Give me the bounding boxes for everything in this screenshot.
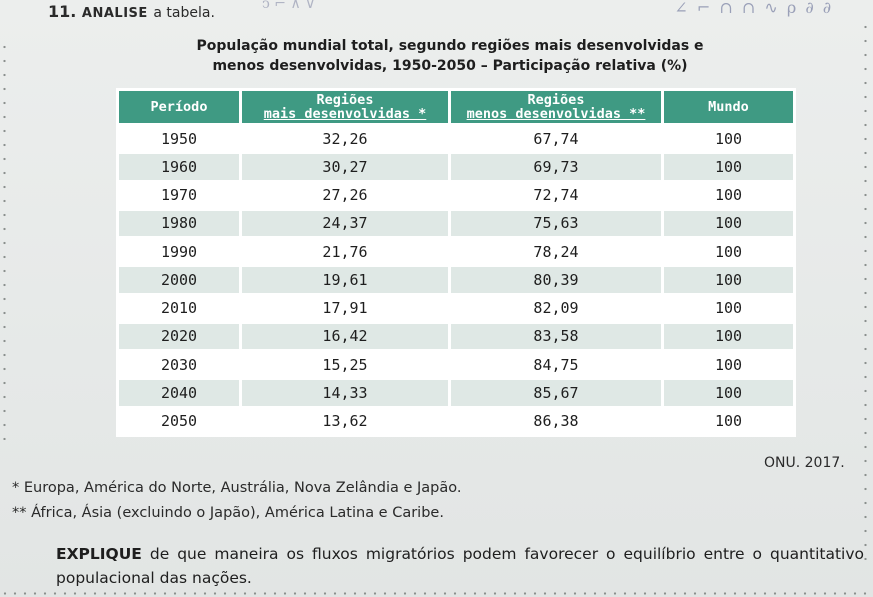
cell-developed: 32,26 — [242, 126, 448, 152]
table-body: 1950 32,26 67,74 100 1960 30,27 69,73 100 1970 27… — [119, 126, 793, 434]
header-developed-bottom: mais desenvolvidas * — [263, 106, 427, 122]
footnote-less-developed: ** África, Ásia (excluindo o Japão), Amé… — [12, 505, 444, 521]
cell-developed: 15,25 — [242, 352, 448, 378]
header-less-developed-bottom: menos desenvolvidas ** — [466, 106, 646, 122]
cell-world: 100 — [664, 408, 793, 434]
question-number: 11. — [48, 2, 77, 21]
cell-less-developed: 86,38 — [451, 408, 661, 434]
population-table: Período Regiões mais desenvolvidas * Reg… — [116, 88, 796, 437]
header-developed-top: Regiões — [316, 92, 374, 108]
header-less-developed: Regiões menos desenvolvidas ** — [451, 91, 661, 123]
cell-period: 2000 — [119, 267, 239, 293]
cell-world: 100 — [664, 267, 793, 293]
table-title: População mundial total, segundo regiões… — [120, 36, 780, 76]
cell-period: 1980 — [119, 210, 239, 237]
prompt-text: de que maneira os fluxos migratórios pod… — [56, 545, 864, 587]
pen-scribble: ↄ ⌐ ∧ ∨ — [262, 0, 316, 12]
cell-less-developed: 82,09 — [451, 295, 661, 321]
cell-world: 100 — [664, 239, 793, 265]
dotted-border-right — [864, 20, 867, 560]
cell-developed: 13,62 — [242, 408, 448, 434]
cell-period: 1950 — [119, 126, 239, 152]
header-world: Mundo — [664, 91, 793, 123]
cell-world: 100 — [664, 380, 793, 406]
dotted-border-bottom — [0, 592, 873, 595]
table-row: 2040 14,33 85,67 100 — [119, 380, 793, 406]
cell-period: 2030 — [119, 352, 239, 378]
cell-world: 100 — [664, 323, 793, 350]
table-row: 1970 27,26 72,74 100 — [119, 182, 793, 208]
table-row: 2050 13,62 86,38 100 — [119, 408, 793, 434]
cell-less-developed: 75,63 — [451, 210, 661, 237]
question-heading: 11. ANALISE a tabela. — [48, 2, 215, 21]
cell-world: 100 — [664, 295, 793, 321]
cell-less-developed: 78,24 — [451, 239, 661, 265]
header-period: Período — [119, 91, 239, 123]
table-row: 2020 16,42 83,58 100 — [119, 323, 793, 350]
cell-developed: 17,91 — [242, 295, 448, 321]
question-instruction: a tabela. — [153, 5, 215, 21]
question-verb: ANALISE — [81, 6, 148, 21]
cell-world: 100 — [664, 182, 793, 208]
cell-period: 1970 — [119, 182, 239, 208]
table-row: 1990 21,76 78,24 100 — [119, 239, 793, 265]
footnote-developed: * Europa, América do Norte, Austrália, N… — [12, 480, 462, 496]
cell-developed: 24,37 — [242, 210, 448, 237]
cell-developed: 30,27 — [242, 154, 448, 180]
cell-period: 2040 — [119, 380, 239, 406]
cell-period: 2010 — [119, 295, 239, 321]
table-header-row: Período Regiões mais desenvolvidas * Reg… — [119, 91, 793, 123]
cell-developed: 16,42 — [242, 323, 448, 350]
pen-scribble-top-right: ∠ ⌐ ∩ ∩ ∿ ρ ∂ ∂ — [674, 0, 833, 17]
table-row: 1950 32,26 67,74 100 — [119, 126, 793, 152]
table-row: 2010 17,91 82,09 100 — [119, 295, 793, 321]
cell-less-developed: 84,75 — [451, 352, 661, 378]
header-less-developed-top: Regiões — [527, 92, 585, 108]
table-row: 2030 15,25 84,75 100 — [119, 352, 793, 378]
table-row: 2000 19,61 80,39 100 — [119, 267, 793, 293]
cell-less-developed: 72,74 — [451, 182, 661, 208]
data-table: Período Regiões mais desenvolvidas * Reg… — [116, 88, 796, 437]
table-source: ONU. 2017. — [764, 455, 845, 471]
cell-period: 1990 — [119, 239, 239, 265]
cell-period: 2020 — [119, 323, 239, 350]
header-developed: Regiões mais desenvolvidas * — [242, 91, 448, 123]
cell-developed: 14,33 — [242, 380, 448, 406]
cell-world: 100 — [664, 126, 793, 152]
cell-developed: 27,26 — [242, 182, 448, 208]
explain-prompt: EXPLIQUE de que maneira os fluxos migrat… — [56, 542, 864, 590]
table-row: 1960 30,27 69,73 100 — [119, 154, 793, 180]
cell-period: 1960 — [119, 154, 239, 180]
cell-world: 100 — [664, 352, 793, 378]
cell-less-developed: 67,74 — [451, 126, 661, 152]
cell-less-developed: 80,39 — [451, 267, 661, 293]
cell-less-developed: 85,67 — [451, 380, 661, 406]
dotted-border-left — [3, 40, 6, 440]
cell-developed: 19,61 — [242, 267, 448, 293]
prompt-verb: EXPLIQUE — [56, 545, 142, 563]
cell-world: 100 — [664, 210, 793, 237]
cell-period: 2050 — [119, 408, 239, 434]
table-title-line1: População mundial total, segundo regiões… — [196, 38, 704, 54]
table-title-line2: menos desenvolvidas, 1950-2050 – Partici… — [212, 58, 688, 74]
table-row: 1980 24,37 75,63 100 — [119, 210, 793, 237]
cell-developed: 21,76 — [242, 239, 448, 265]
cell-less-developed: 83,58 — [451, 323, 661, 350]
cell-less-developed: 69,73 — [451, 154, 661, 180]
cell-world: 100 — [664, 154, 793, 180]
